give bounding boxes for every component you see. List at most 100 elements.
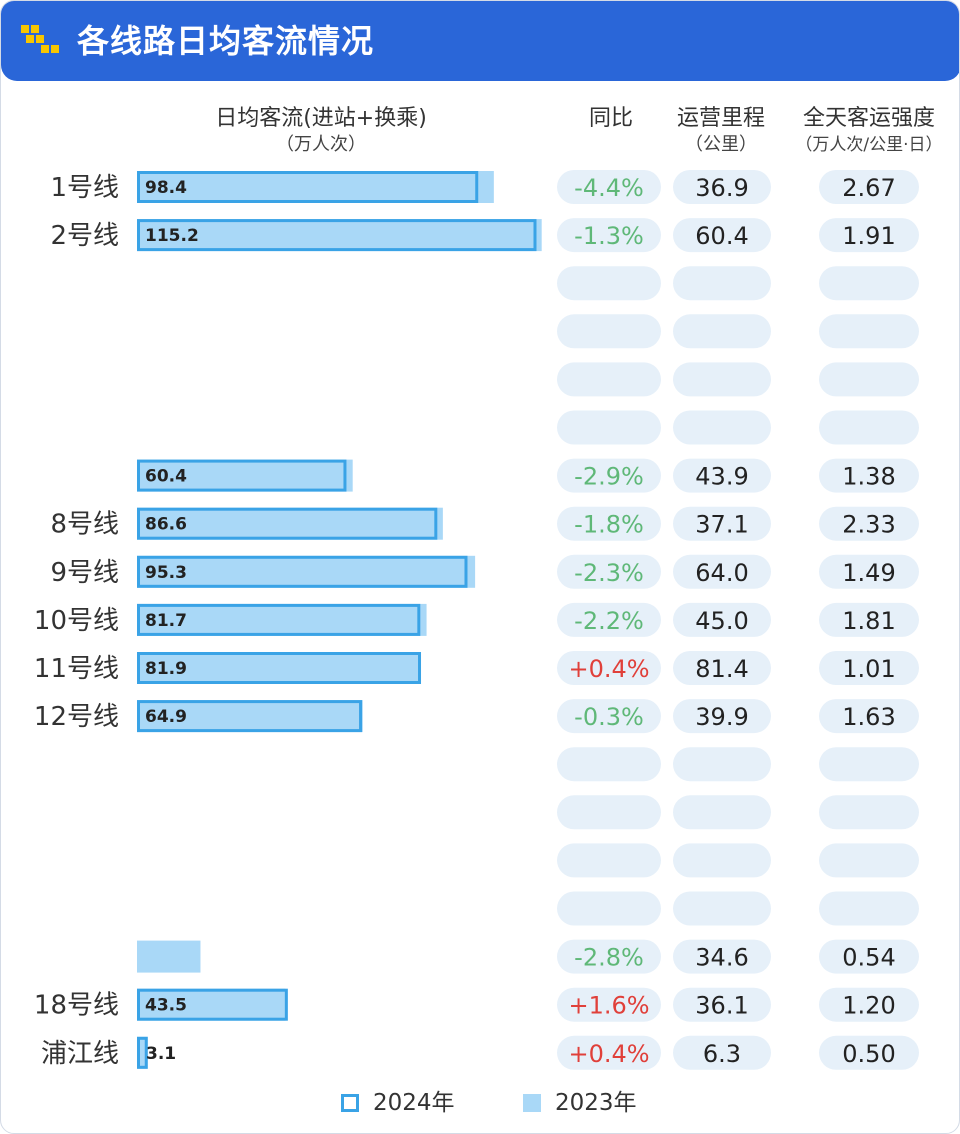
line-label: 浦江线 [41, 1039, 119, 1069]
mileage-value: 39.9 [695, 703, 748, 731]
yoy-pill [557, 554, 661, 589]
mileage-pill [673, 891, 771, 926]
mileage-value: 36.9 [695, 174, 748, 202]
intensity-pill [819, 987, 919, 1022]
bar-2023 [137, 459, 353, 492]
intensity-value: 1.49 [842, 559, 895, 587]
mileage-value: 36.1 [695, 992, 748, 1020]
mileage-pill [673, 699, 771, 734]
intensity-value: 1.63 [842, 703, 895, 731]
intensity-value: 1.20 [842, 992, 895, 1020]
intensity-pill [819, 602, 919, 637]
bar-2024 [137, 507, 438, 540]
intensity-header-label: 全天客运强度 [802, 106, 935, 131]
mileage-pill [673, 843, 771, 878]
yoy-pill [557, 170, 661, 204]
bar-value-label: 98.4 [145, 178, 187, 198]
mileage-pill [673, 987, 771, 1022]
bar-chart: 1号线 98.4 -4.4% 36.9 2.67 2号线 115.2 -1.3% 60.4 1.9… [34, 170, 919, 1070]
bar-2024 [137, 459, 347, 492]
intensity-value: 1.81 [842, 607, 895, 635]
mileage-value: 43.9 [695, 463, 748, 491]
mileage-pill [673, 218, 771, 253]
yoy-value: +0.4% [568, 1040, 649, 1068]
header-bar: 各线路日均客流情况 [1, 1, 959, 81]
intensity-value: 1.38 [842, 463, 895, 491]
bar-2023 [137, 700, 363, 733]
yoy-pill [557, 987, 661, 1022]
yoy-value: +1.6% [568, 992, 649, 1020]
stair-pixel-logo-icon [21, 25, 59, 53]
line-label: 9号线 [50, 558, 119, 588]
bar-2023 [137, 219, 542, 252]
bar-value-label: 3.1 [146, 1044, 176, 1064]
mileage-pill [673, 1035, 771, 1070]
bar-2024 [137, 652, 422, 684]
ridership-column-header: 日均客流(进站+换乘) （万人次） [151, 105, 491, 157]
intensity-value: 0.54 [842, 944, 895, 972]
intensity-pill [819, 699, 919, 734]
mileage-pill [673, 795, 771, 830]
line-label: 1号线 [50, 173, 119, 203]
mileage-pill [673, 747, 771, 782]
mileage-pill [673, 314, 771, 349]
yoy-pill [557, 747, 661, 782]
mileage-value: 64.0 [695, 559, 748, 587]
bar-2023 [137, 555, 476, 588]
bar-value-label: 60.4 [145, 467, 187, 487]
intensity-value: 0.50 [842, 1040, 895, 1068]
intensity-pill [819, 1035, 919, 1070]
intensity-pill [819, 554, 919, 589]
intensity-value: 2.67 [842, 174, 895, 202]
line-label: 11号线 [34, 654, 119, 684]
bar-2024 [137, 171, 479, 203]
ridership-unit-label: （万人次） [276, 134, 366, 155]
mileage-value: 45.0 [695, 607, 748, 635]
intensity-pill [819, 410, 919, 445]
bar-2023 [137, 988, 286, 1021]
bar-value-label: 81.7 [145, 611, 187, 631]
yoy-value: -2.9% [574, 463, 644, 491]
mileage-value: 6.3 [703, 1040, 741, 1068]
yoy-pill [557, 795, 661, 830]
mileage-pill [673, 458, 771, 493]
mileage-pill [673, 939, 771, 974]
mileage-pill [673, 506, 771, 541]
bar-2023 [137, 940, 201, 973]
mileage-column-header: 运营里程 （公里） [661, 105, 781, 157]
bar-2023 [137, 507, 443, 540]
intensity-pill [819, 939, 919, 974]
yoy-value: -0.3% [574, 703, 644, 731]
bar-2024 [137, 219, 537, 252]
bar-value-label: 64.9 [145, 707, 187, 727]
yoy-value: -2.2% [574, 607, 644, 635]
intensity-pill [819, 506, 919, 541]
intensity-pill [819, 651, 919, 685]
bar-value-label: 95.3 [145, 563, 187, 583]
yoy-value: -2.8% [574, 944, 644, 972]
mileage-value: 81.4 [695, 655, 748, 683]
line-label: 2号线 [50, 221, 119, 251]
mileage-pill [673, 362, 771, 397]
intensity-pill [819, 891, 919, 926]
bar-2024 [137, 700, 363, 733]
bar-2023 [137, 1036, 148, 1069]
yoy-pill [557, 218, 661, 253]
mileage-pill [673, 602, 771, 637]
yoy-pill [557, 362, 661, 397]
intensity-unit-label: （万人次/公里·日） [795, 135, 943, 155]
legend: 2024年 2023年 [1, 1085, 959, 1121]
mileage-pill [673, 554, 771, 589]
yoy-pill [557, 651, 661, 685]
yoy-value: +0.4% [568, 655, 649, 683]
line-label: 8号线 [50, 510, 119, 540]
mileage-pill [673, 651, 771, 685]
bar-value-label: 86.6 [145, 515, 187, 535]
yoy-pill [557, 410, 661, 445]
page-title: 各线路日均客流情况 [77, 22, 375, 60]
yoy-pill [557, 602, 661, 637]
bar-value-label: 43.5 [145, 996, 187, 1016]
bar-2024 [137, 1036, 148, 1069]
intensity-value: 1.01 [842, 655, 895, 683]
